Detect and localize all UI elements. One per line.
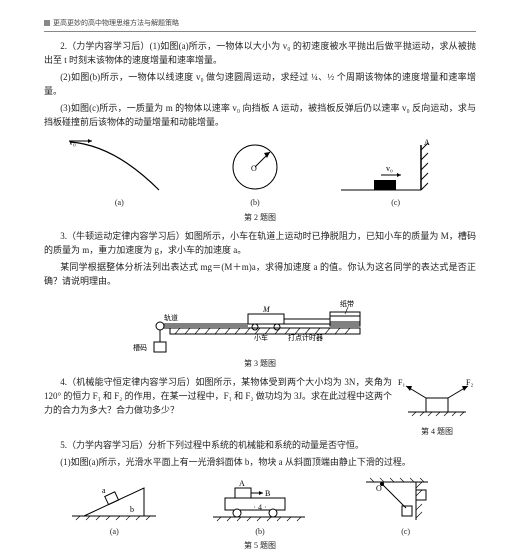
q2-sub-a: (a) (64, 197, 174, 209)
header-square-icon (44, 20, 50, 26)
svg-text:轨道: 轨道 (164, 313, 178, 322)
svg-text:a: a (102, 486, 106, 495)
q2-fig-a: v₀ (a) (64, 135, 174, 209)
q4-figure: F₁ F₂ 第 4 题图 (398, 376, 476, 438)
q2-text-3: (3)如图(c)所示，一质量为 m 的物体以速率 v₀ 向挡板 A 运动，被挡板… (44, 102, 476, 130)
svg-text:纸带: 纸带 (340, 299, 354, 308)
q2-text-2: (2)如图(b)所示，一物体以线速度 v₀ 做匀速圆周运动，求经过 ¼、½ 个周… (44, 71, 476, 99)
header-title: 更高更妙的高中物理思维方法与解题策略 (53, 18, 179, 29)
q3-text-2: 某同学根据整体分析法列出表达式 mg＝(M＋m)a，求得加速度 a 的值。你认为… (44, 261, 476, 289)
q3-figure: 轨道 槽码 M 小车 打点计时器 纸带 (44, 292, 476, 356)
q3-text-1: 3.（牛顿运动定律内容学习后）如图所示，小车在轨道上运动时已挣脱阻力，已知小车的… (44, 230, 476, 258)
svg-text:B: B (265, 489, 270, 498)
svg-text:v₀: v₀ (386, 164, 393, 173)
q5-sub-a: (a) (64, 526, 164, 538)
q4-text: 4.（机械能守恒定律内容学习后）如图所示，某物体受到两个大小均为 3N，夹角为 … (44, 376, 392, 418)
svg-text:A: A (424, 138, 430, 147)
svg-text:A: A (239, 479, 245, 488)
q5-caption: 第 5 题图 (44, 540, 476, 552)
q5-sub-c: (c) (356, 526, 456, 538)
svg-text:F₂: F₂ (466, 378, 473, 387)
q2-sub-b: (b) (215, 197, 295, 209)
q5-lead: 5.（力学内容学习后）分析下列过程中系统的机械能和系统的动量是否守恒。 (44, 439, 476, 453)
page-header: 更高更妙的高中物理思维方法与解题策略 (44, 18, 476, 32)
svg-text:M: M (262, 305, 271, 314)
q2-fig-c: v₀ A (c) (336, 135, 456, 209)
q5-sub-b: (b) (205, 526, 315, 538)
q3-caption: 第 3 题图 (44, 358, 476, 370)
q2-figure-row: v₀ (a) O (b) v₀ A (c) (44, 135, 476, 209)
svg-text:F₁: F₁ (398, 378, 405, 387)
q2-fig-b: O (b) (215, 135, 295, 209)
q2-text-1: 2.（力学内容学习后）(1)如图(a)所示，一物体以大小为 v₀ 的初速度被水平… (44, 40, 476, 68)
q2-caption: 第 2 题图 (44, 212, 476, 224)
svg-text:槽码: 槽码 (133, 343, 147, 352)
q2-sub-c: (c) (336, 197, 456, 209)
page-number: · 4 · (0, 502, 520, 514)
q4-caption: 第 4 题图 (398, 426, 476, 438)
q5-p1: (1)如图(a)所示，光滑水平面上有一光滑斜面体 b，物块 a 从斜面顶端由静止… (44, 456, 476, 470)
